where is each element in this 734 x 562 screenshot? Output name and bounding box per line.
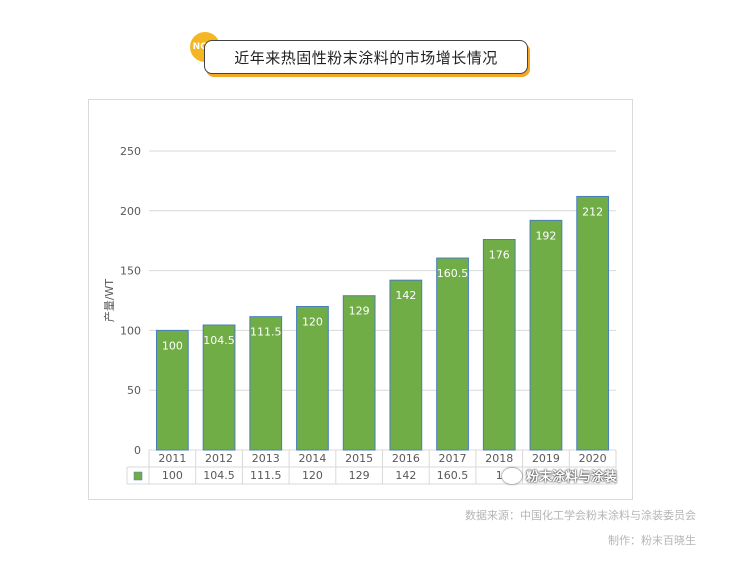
bar [389,279,423,451]
table-value: 1 [496,469,503,482]
watermark-text: 粉末涂料与涂装 [526,470,618,485]
bar [529,219,563,451]
bar [436,257,469,451]
table-value: 120 [302,469,323,482]
table-value: 100 [162,469,183,482]
x-tick-label: 2014 [298,452,326,465]
bar [576,195,610,451]
legend-key [133,471,143,481]
data-label: 160.5 [437,267,469,280]
table-value: 104.5 [203,469,235,482]
data-label: 120 [302,315,323,328]
x-tick-label: 2013 [252,452,280,465]
bar [482,239,516,451]
x-tick-label: 2018 [485,452,513,465]
y-tick-label: 150 [120,265,141,278]
data-label: 100 [162,339,183,352]
table-value: 111.5 [250,469,282,482]
x-tick-label: 2019 [532,452,560,465]
data-label: 129 [349,305,370,318]
x-tick-label: 2015 [345,452,373,465]
x-tick-label: 2012 [205,452,233,465]
y-tick-label: 50 [127,384,141,397]
watermark: 粉末涂料与涂装 [502,466,617,485]
bar [342,295,376,451]
data-label: 111.5 [250,326,282,339]
page-title: 近年来热固性粉末涂料的市场增长情况 [234,48,498,67]
data-label: 104.5 [203,334,235,347]
data-label: 212 [582,205,603,218]
chart-frame: 0 50 100 150 200 250 产量/WT 100 104.5 111.5 120 129 1… [88,99,633,500]
y-tick-label: 250 [120,145,141,158]
source-note: 数据来源：中国化工学会粉末涂料与涂装委员会 [465,509,696,522]
bar [296,305,329,451]
x-tick-label: 2020 [579,452,607,465]
x-tick-label: 2016 [392,452,420,465]
y-tick-label: 0 [134,444,141,457]
data-label: 142 [395,289,416,302]
title-box: 近年来热固性粉末涂料的市场增长情况 [204,40,528,74]
x-tick-label: 2017 [439,452,467,465]
bar [249,316,283,451]
wechat-icon [502,467,522,484]
data-label: 192 [535,229,556,242]
table-value: 129 [349,469,370,482]
x-tick-label: 2011 [158,452,186,465]
y-tick-label: 200 [120,205,141,218]
table-value: 142 [395,469,416,482]
y-axis-label: 产量/WT [102,279,116,323]
y-tick-label: 100 [120,324,141,337]
table-value: 160.5 [437,469,469,482]
bar [155,329,189,451]
maker-note: 制作：粉末百晓生 [608,534,696,547]
bar [202,324,236,451]
data-label: 176 [489,249,510,262]
bar-chart: 0 50 100 150 200 250 产量/WT 100 104.5 111.5 120 129 1… [102,145,617,485]
